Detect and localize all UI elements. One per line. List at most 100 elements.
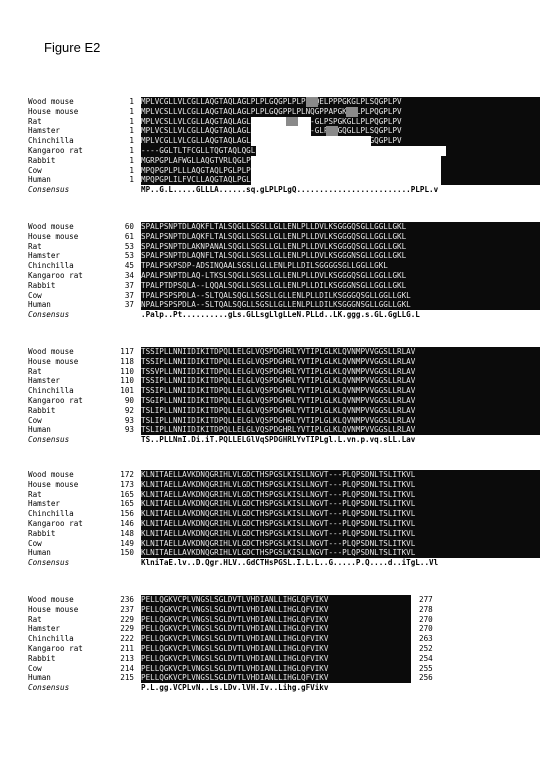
sequence-track: PELLQGKVCPLVNGSLSGLDVTLVHDIANLLIHGLQFVIK…: [141, 624, 411, 635]
start-position: 237: [120, 604, 134, 614]
end-position: 255: [419, 663, 433, 673]
start-position: 156: [120, 509, 134, 519]
sequence-track: TSLIPLLNNIIDIKITDPQLLELGLVQSPDGHRLYVTIPL…: [141, 405, 540, 416]
species-name: Rabbit: [28, 405, 56, 415]
sequence-track: KLNITAELLAVKDNQGRIHLVLGDCTHSPGSLKISLLNGV…: [141, 548, 540, 559]
end-position: 277: [419, 595, 433, 604]
start-position: 60: [124, 222, 134, 231]
species-name: Wood mouse: [28, 347, 74, 356]
sequence-track: MPLVCGLLVLCGLLAQGTAQLAGLPLPLGQGPLPLPLDQE…: [141, 97, 540, 107]
start-position: 53: [124, 241, 134, 251]
end-position: 263: [419, 634, 433, 644]
sequence-track: TPALPSKPSDP-ADSINQAALSGSLLGLLENLPLLDILSG…: [141, 261, 540, 271]
species-name: Kangaroo rat: [28, 518, 83, 528]
sequence-track: PELLQGKVCPLVNGSLSGLDVTLVHDIANLLIHGLQFVIK…: [141, 614, 411, 625]
start-position: 1: [129, 116, 134, 126]
species-name: House mouse: [28, 231, 79, 241]
start-position: 1: [129, 106, 134, 116]
species-name: Rat: [28, 116, 42, 126]
sequence-track: PELLQGKVCPLVNGSLSGLDVTLVHDIANLLIHGLQFVIK…: [141, 653, 411, 664]
start-position: 229: [120, 624, 134, 634]
sequence-track: KLNITAELLAVKDNQGRIHLVLGDCTHSPGSLKISLLNGV…: [141, 538, 540, 549]
similarity-highlight: [346, 106, 358, 117]
species-name: Rabbit: [28, 280, 56, 290]
sequence-track: TSSIPLLNNIIDIKITDPQLLELGLVQSPDGHRLYVTIPL…: [141, 386, 540, 396]
species-name: Wood mouse: [28, 222, 74, 231]
start-position: 118: [120, 356, 134, 366]
species-name: Cow: [28, 165, 42, 175]
species-name: Chinchilla: [28, 509, 74, 519]
sequence-track: TSLIPLLNNIIDIKITDPQLLELGLVQSPDGHRLYVTIPL…: [141, 415, 540, 426]
species-name: Human: [28, 175, 51, 185]
species-name: Chinchilla: [28, 386, 74, 396]
sequence-track: NPALPSPSPDLA--SLTQALSQGLLSGSLLGLLENLPLLD…: [141, 300, 540, 311]
start-position: 90: [124, 395, 134, 405]
species-name: House mouse: [28, 604, 79, 614]
start-position: 1: [129, 155, 134, 165]
start-position: 148: [120, 528, 134, 538]
sequence-track: SPALPSNPTDLAQKFLTALSQGLLSGSLLGLLENLPLLDV…: [141, 231, 540, 242]
start-position: 93: [124, 415, 134, 425]
species-name: Chinchilla: [28, 634, 74, 644]
alignment-gap: [251, 165, 441, 176]
species-name: Chinchilla: [28, 136, 74, 146]
start-position: 1: [129, 165, 134, 175]
start-position: 117: [120, 347, 134, 356]
consensus-label: Consensus: [28, 558, 70, 568]
species-name: Hamster: [28, 126, 61, 136]
species-name: Cow: [28, 415, 42, 425]
sequence-track: KLNITAELLAVKDNQGRIHLVLGDCTHSPGSLKISLLNGV…: [141, 489, 540, 500]
consensus-sequence: KlniTaE.lv..D.Qgr.HLV..GdCTHsPGSL.I.L.L.…: [141, 558, 439, 568]
alignment-gap: [251, 136, 371, 146]
start-position: 236: [120, 595, 134, 604]
species-name: Kangaroo rat: [28, 145, 83, 155]
species-name: Kangaroo rat: [28, 270, 83, 280]
sequence-track: TSSIPLLNNIIDIKITDPQLLELGLVQSPDGHRLYVTIPL…: [141, 356, 540, 367]
similarity-highlight: [306, 97, 318, 107]
species-name: Hamster: [28, 376, 61, 386]
species-name: Chinchilla: [28, 261, 74, 271]
start-position: 165: [120, 489, 134, 499]
start-position: 211: [120, 643, 134, 653]
alignment-gap: [256, 145, 446, 156]
sequence-track: KLNITAELLAVKDNQGRIHLVLGDCTHSPGSLKISLLNGV…: [141, 479, 540, 490]
start-position: 1: [129, 136, 134, 146]
sequence-track: TPALPTDPSQLA--LQQALSQGLLSGSLLGLLENLPLLDI…: [141, 280, 540, 291]
consensus-label: Consensus: [28, 683, 70, 693]
species-name: Rabbit: [28, 528, 56, 538]
species-name: Human: [28, 673, 51, 683]
species-name: Wood mouse: [28, 595, 74, 604]
species-name: Rabbit: [28, 653, 56, 663]
sequence-track: TSSVPLLNNIIDIKITDPQLLELGLVQSPDGHRLYVTIPL…: [141, 366, 540, 377]
start-position: 1: [129, 145, 134, 155]
figure-title: Figure E2: [44, 40, 101, 55]
sequence-track: TSGIPLLNNIIDIKITDPQLLELGLVQSPDGHRLYVTIPL…: [141, 395, 540, 406]
sequence-track: PELLQGKVCPLVNGSLSGLDVTLVHDIANLLIHGLQFVIK…: [141, 634, 411, 644]
start-position: 214: [120, 663, 134, 673]
start-position: 61: [124, 231, 134, 241]
species-name: Cow: [28, 538, 42, 548]
sequence-track: TSLIPLLNNIIDIKITDPQLLELGLVQSPDGHRLYVTIPL…: [141, 425, 540, 436]
sequence-track: TSSIPLLNNIIDIKITDPQLLELGLVQSPDGHRLYVTIPL…: [141, 347, 540, 357]
alignment-gap: [251, 175, 441, 186]
sequence-track: PELLQGKVCPLVNGSLSGLDVTLVHDIANLLIHGLQFVIK…: [141, 643, 411, 654]
start-position: 53: [124, 251, 134, 261]
start-position: 150: [120, 548, 134, 558]
start-position: 37: [124, 300, 134, 310]
sequence-track: PELLQGKVCPLVNGSLSGLDVTLVHDIANLLIHGLQFVIK…: [141, 604, 411, 615]
start-position: 1: [129, 97, 134, 106]
species-name: Human: [28, 548, 51, 558]
species-name: Cow: [28, 290, 42, 300]
start-position: 37: [124, 290, 134, 300]
similarity-highlight: [286, 116, 298, 127]
consensus-sequence: .Palp..Pt..........gLs.GLLsgLlgLLeN.PLLd…: [141, 310, 420, 320]
sequence-track: KLNITAELLAVKDNQGRIHLVLGDCTHSPGSLKISLLNGV…: [141, 509, 540, 519]
start-position: 222: [120, 634, 134, 644]
sequence-track: KLNITAELLAVKDNQGRIHLVLGDCTHSPGSLKISLLNGV…: [141, 518, 540, 529]
sequence-track: KLNITAELLAVKDNQGRIHLVLGDCTHSPGSLKISLLNGV…: [141, 499, 540, 510]
sequence-track: SPALPSNPTDLAKNPANALSQGLLSGSLLGLLENLPLLDV…: [141, 241, 540, 252]
start-position: 45: [124, 261, 134, 271]
sequence-track: MPLVCSLLVLCGLLAQGTAQLAGLPLPLGQ--------GL…: [141, 116, 540, 127]
species-name: Hamster: [28, 624, 61, 634]
species-name: Kangaroo rat: [28, 395, 83, 405]
